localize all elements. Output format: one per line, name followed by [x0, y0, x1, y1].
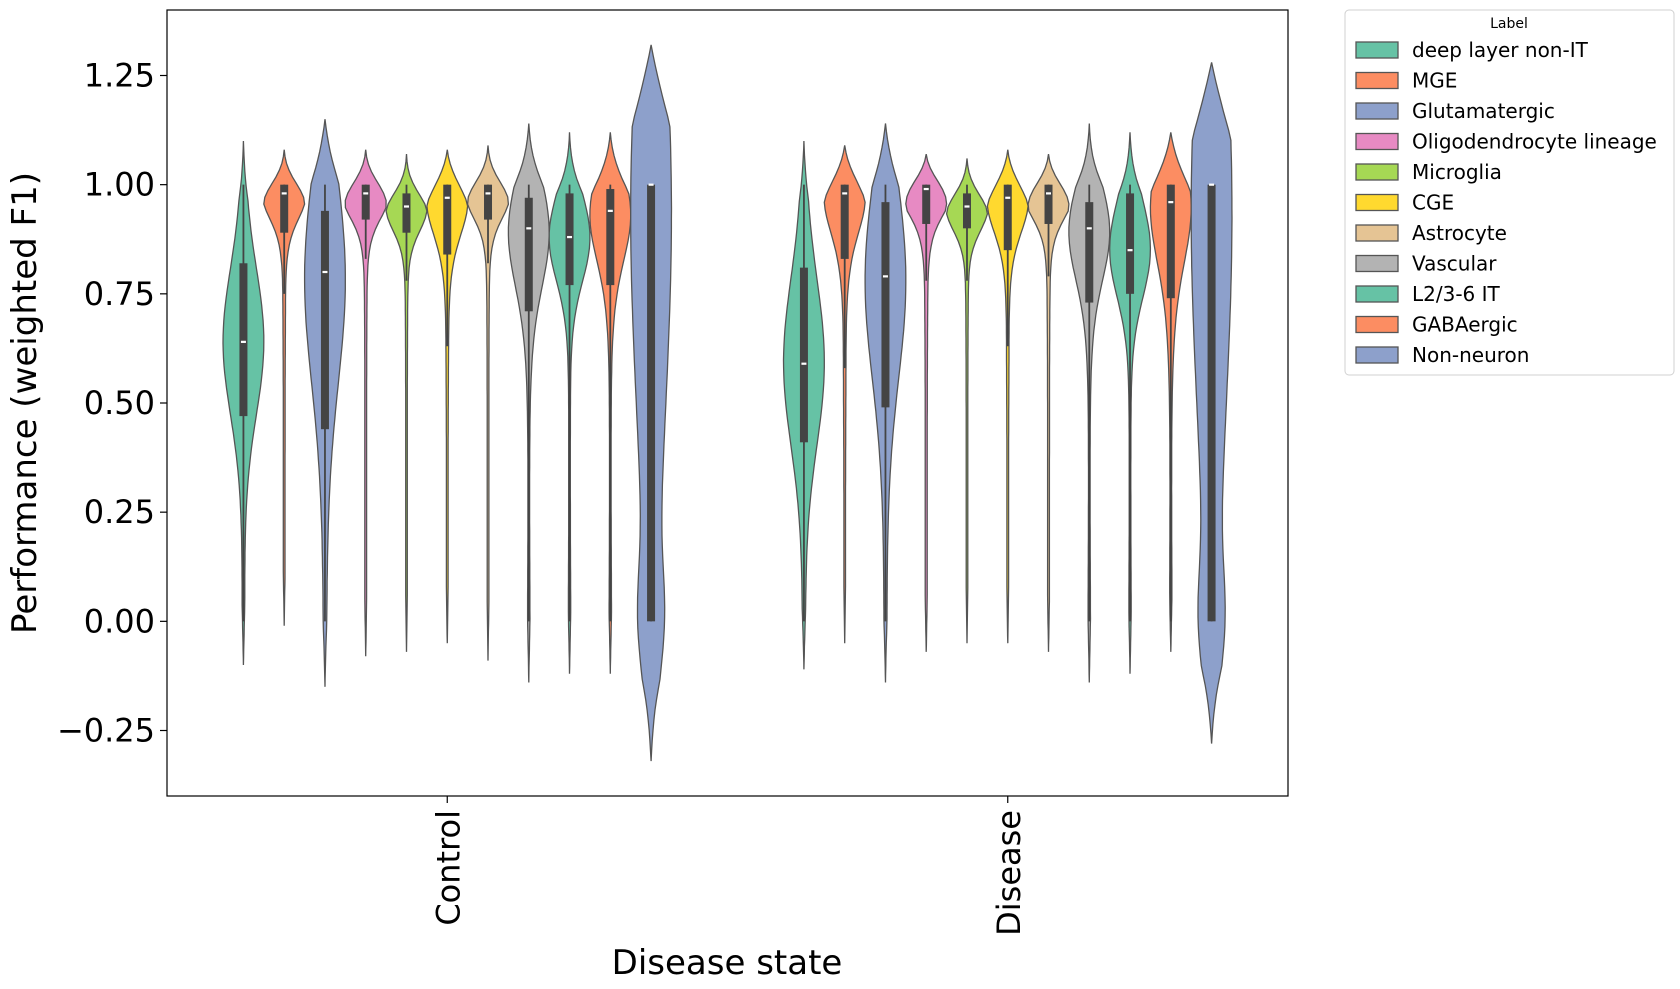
violin-iqr-box: [647, 184, 656, 622]
legend-swatch: [1355, 285, 1399, 303]
violin-body: [986, 149, 1029, 644]
legend-label: Non-neuron: [1412, 343, 1529, 367]
legend-label: Glutamatergic: [1412, 99, 1555, 123]
legend-label: Astrocyte: [1412, 221, 1507, 245]
legend-swatch: [1355, 315, 1399, 334]
legend-label: Vascular: [1412, 252, 1497, 276]
violin-body: [1027, 153, 1070, 652]
violin-iqr-box: [239, 263, 248, 417]
legend-swatch: [1355, 346, 1399, 364]
violin-iqr-box: [565, 193, 574, 286]
legend-label: Microglia: [1412, 160, 1502, 184]
violin-body: [426, 149, 469, 644]
legend-label: MGE: [1412, 69, 1457, 93]
violin-iqr-box: [606, 189, 615, 286]
violin-body: [466, 145, 510, 661]
violin-iqr-box: [524, 197, 533, 312]
y-tick-label: −0.25: [57, 712, 155, 750]
violin-body: [823, 145, 866, 644]
legend-label: Oligodendrocyte lineage: [1412, 130, 1657, 154]
legend-label: CGE: [1412, 191, 1454, 215]
legend-swatch: [1355, 41, 1399, 59]
violin-iqr-box: [962, 193, 971, 229]
violin-iqr-box: [799, 267, 808, 443]
violin-iqr-box: [1126, 193, 1135, 294]
violin-body: [385, 154, 428, 652]
legend-swatch: [1355, 102, 1399, 120]
y-axis-title: Performance (weighted F1): [5, 172, 45, 634]
x-axis: Control Disease: [429, 796, 1028, 936]
legend-label: GABAergic: [1412, 313, 1518, 337]
x-tick-label: Control: [429, 810, 467, 926]
y-tick-label: 1.25: [84, 57, 155, 95]
x-tick-label: Disease: [990, 810, 1028, 936]
violin-iqr-box: [320, 210, 329, 430]
y-tick-label: 0.75: [84, 275, 155, 313]
violin-iqr-box: [840, 184, 849, 259]
legend-label: L2/3-6 IT: [1412, 282, 1501, 306]
violin-iqr-box: [1166, 184, 1175, 299]
legend-swatch: [1355, 163, 1399, 181]
y-tick-label: 0.50: [84, 384, 155, 422]
legend-items: deep layer non-IT MGE Glutamatergic Oligode…: [1355, 38, 1657, 367]
violin-layer: [222, 44, 1233, 762]
legend-label: deep layer non-IT: [1412, 38, 1589, 62]
violin-body: [263, 149, 306, 626]
violin-iqr-box: [361, 184, 370, 220]
legend-swatch: [1355, 193, 1399, 212]
violin-iqr-box: [922, 184, 931, 224]
legend-swatch: [1355, 254, 1399, 273]
y-tick-label: 0.25: [84, 493, 155, 531]
legend-frame: [1344, 9, 1675, 376]
violin-iqr-box: [280, 184, 289, 233]
x-axis-title: Disease state: [612, 943, 843, 983]
y-tick-label: 0.00: [84, 602, 155, 640]
violin-iqr-box: [1207, 184, 1216, 622]
violin-iqr-box: [443, 184, 452, 255]
violin-body: [945, 158, 989, 644]
legend-swatch: [1355, 71, 1399, 90]
violin-iqr-box: [881, 202, 890, 408]
violin-iqr-box: [484, 184, 493, 220]
legend-title: Label: [1490, 16, 1528, 32]
legend-swatch: [1355, 132, 1399, 151]
y-axis: −0.25 0.00 0.25 0.50 0.75 1.00 1.25: [57, 57, 167, 750]
violin-body: [905, 153, 948, 652]
violin-iqr-box: [1003, 184, 1012, 251]
legend: Label deep layer non-IT MGE Glutamatergic O…: [1344, 9, 1675, 376]
violin-body: [344, 149, 387, 657]
violin-iqr-box: [1085, 202, 1094, 303]
violin-iqr-box: [1044, 184, 1053, 224]
violin-iqr-box: [402, 193, 411, 233]
y-tick-label: 1.00: [84, 166, 155, 204]
legend-swatch: [1355, 224, 1399, 242]
